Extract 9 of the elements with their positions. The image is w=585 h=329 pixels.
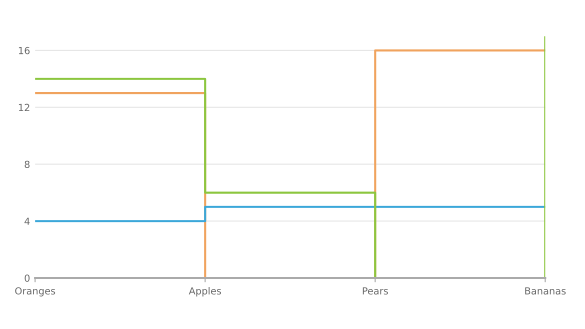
x-tick-label: Bananas: [525, 287, 566, 295]
y-tick-label: 12: [18, 104, 30, 112]
y-tick-label: 16: [18, 46, 30, 54]
x-tick-label: Apples: [188, 287, 222, 296]
y-tick-label: 0: [24, 274, 30, 282]
y-tick-label: 8: [24, 160, 30, 168]
x-tick-label: Pears: [362, 287, 388, 295]
x-tick-label: Oranges: [15, 287, 56, 296]
y-tick-label: 4: [24, 218, 30, 225]
